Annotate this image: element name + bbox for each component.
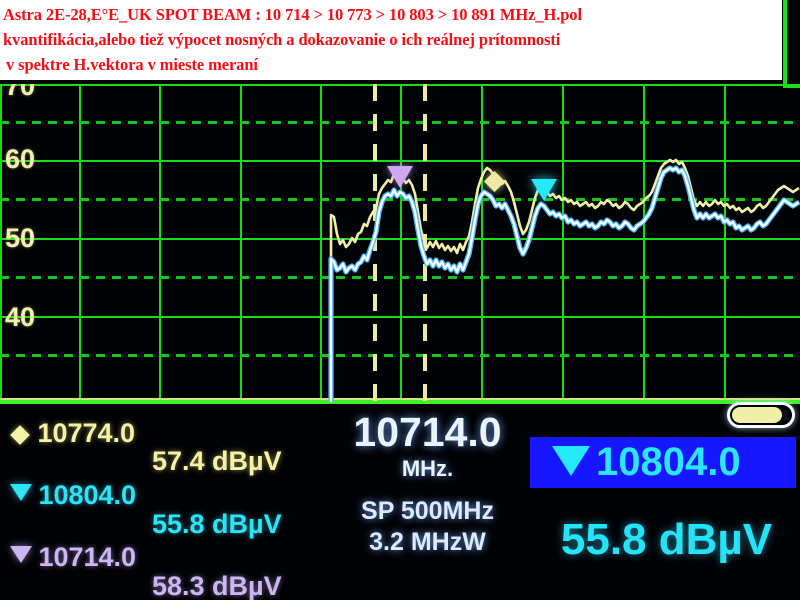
readout-frequency: 10804.0 [38, 480, 137, 510]
horizontal-gridline-50 [0, 238, 800, 240]
y-axis-label-40: 40 [5, 302, 36, 332]
header-annotation-line-1: Astra 2E-28,E°E_UK SPOT BEAM : 10 714 > … [3, 5, 582, 24]
span-value: SP 500MHz [361, 497, 494, 525]
center-frequency-panel[interactable]: 10714.0 MHz. SP 500MHz 3.2 MHzW [330, 404, 525, 558]
vertical-gridline [562, 84, 564, 404]
vertical-gridline [79, 84, 81, 404]
graph-marker-yellow[interactable] [483, 170, 506, 193]
trace-live [329, 166, 800, 402]
horizontal-gridline-60 [0, 160, 800, 162]
readout-frequency: 10774.0 [37, 418, 136, 448]
vertical-gridline [159, 84, 161, 404]
horizontal-gridline-70 [0, 84, 800, 86]
graph-marker-cyan[interactable] [531, 179, 557, 201]
horizontal-gridline-65 [0, 121, 800, 124]
trace-live-glow [328, 165, 800, 402]
diamond-icon [10, 424, 30, 445]
triangle-down-icon [10, 484, 32, 501]
horizontal-gridline-45 [0, 276, 800, 279]
center-frequency-unit: MHz. [401, 456, 454, 481]
battery-icon [727, 402, 795, 428]
graph-baseline [0, 400, 800, 404]
bandwidth-value: 3.2 MHzW [369, 528, 486, 556]
vertical-gridline [724, 84, 726, 404]
header-border-right [783, 0, 787, 88]
readout-row-marker-cyan[interactable]: 10804.0 [10, 480, 136, 511]
selected-marker-frequency: 10804.0 [596, 440, 741, 484]
y-axis-label-70: 70 [5, 84, 36, 101]
trace-layer [328, 158, 800, 402]
readout-level-violet: 58.3 dBµV [152, 571, 282, 600]
y-axis-label-50: 50 [5, 223, 36, 253]
selected-marker-level: 55.8 dBµV [560, 515, 773, 564]
center-frequency-value: 10714.0 [353, 409, 502, 455]
graph-baseline-inner [0, 398, 800, 400]
triangle-down-icon [10, 546, 32, 563]
header-annotation-line-3: v spektre H.vektora v mieste meraní [6, 55, 258, 74]
vertical-gridline [0, 84, 2, 404]
readout-row-marker-yellow[interactable]: 10774.0 [10, 418, 135, 449]
trace-max-hold [329, 158, 800, 400]
vertical-gridline [240, 84, 242, 404]
graph-marker-violet[interactable] [387, 166, 413, 188]
triangle-down-icon [552, 445, 590, 476]
readout-panel: 10774.0 57.4 dBµV 10804.0 55.8 dBµV 1071… [0, 404, 800, 600]
horizontal-gridline-40 [0, 316, 800, 318]
readout-level-yellow: 57.4 dBµV [152, 446, 282, 476]
vertical-gridline [481, 84, 483, 404]
readout-frequency: 10714.0 [38, 542, 137, 572]
y-axis-label-60: 60 [5, 144, 36, 174]
selected-marker-bar[interactable]: 10804.0 [530, 437, 796, 488]
header-annotation-box: Astra 2E-28,E°E_UK SPOT BEAM : 10 714 > … [0, 0, 782, 80]
horizontal-gridline-55 [0, 198, 800, 201]
battery-terminal [782, 410, 788, 421]
header-annotation-line-2: kvantifikácia,alebo tiež výpocet nosných… [3, 30, 561, 49]
vertical-gridline [320, 84, 322, 404]
header-border-bottom [783, 84, 800, 88]
readout-level-cyan: 55.8 dBµV [152, 509, 282, 539]
horizontal-gridline-35 [0, 354, 800, 357]
battery-fill [732, 407, 782, 423]
vertical-gridline [643, 84, 645, 404]
readout-row-marker-violet[interactable]: 10714.0 [10, 542, 136, 573]
spectrum-graph[interactable]: 70 60 50 40 [0, 84, 800, 404]
vertical-gridline [400, 84, 402, 404]
